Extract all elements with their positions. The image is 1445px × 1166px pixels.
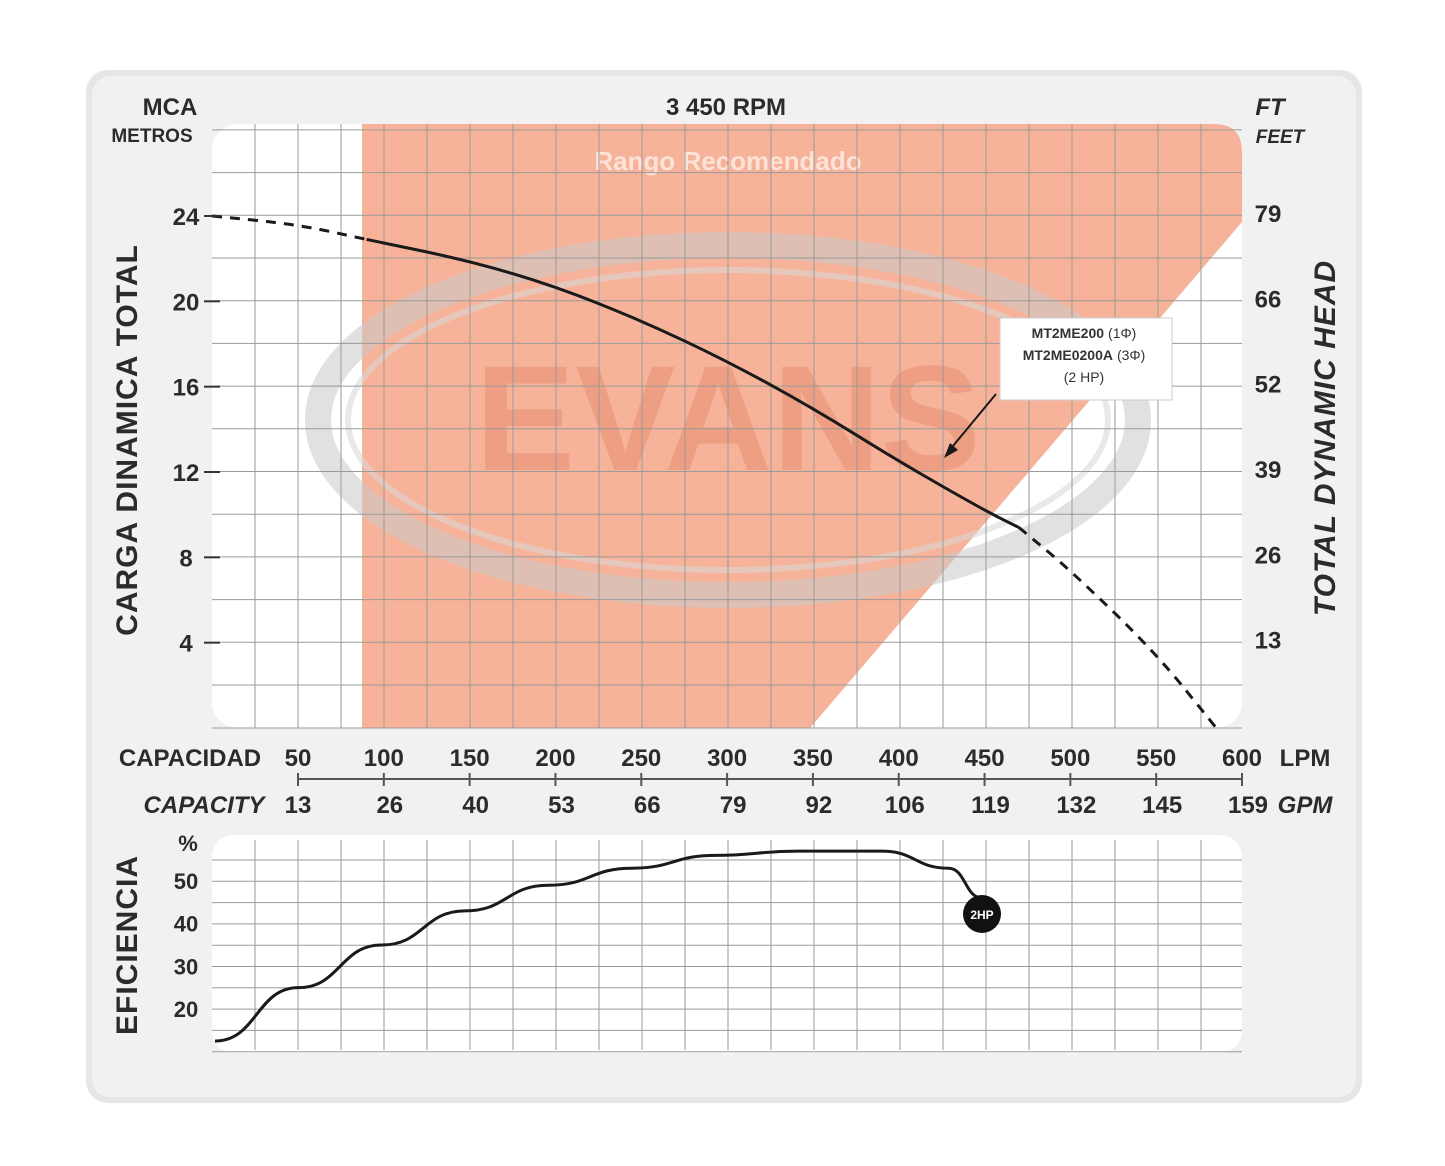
x-tick-gpm: 66 [634,792,661,819]
annotation-arrowhead [944,443,958,458]
efficiency-ticks: 20 30 40 50 [174,869,198,1022]
y-left-tick-label: 4 [179,631,193,658]
left-unit-sub: METROS [111,126,192,147]
y-right-tick-label: 79 [1255,201,1282,228]
capacity-label-es: CAPACIDAD [119,745,261,772]
head-curve-dashed-end [1017,526,1218,729]
x-tick-lpm: 200 [535,745,575,772]
y-left-tick-label: 12 [173,460,200,487]
y-right-tick-label: 39 [1255,457,1282,484]
annotation-arrow [947,393,997,453]
rpm-label: 3 450 RPM [666,94,786,121]
efficiency-curve-group [214,849,983,1043]
y-right-title: TOTAL DYNAMIC HEAD [1309,260,1342,616]
x-tick-gpm: 159 [1228,792,1268,819]
y-left-tick-label: 24 [173,204,200,231]
x-tick-lpm: 250 [621,745,661,772]
x-tick-lpm: 550 [1136,745,1176,772]
annotation-line1: MT2ME200 (1Φ) [1032,325,1137,341]
head-curve-dashed-start [212,214,367,241]
x-tick-lpm: 300 [707,745,747,772]
efficiency-grid [212,840,1242,1053]
x-tick-gpm: 26 [376,792,403,819]
eff-tick-label: 30 [174,954,198,979]
annotation-box [999,317,1173,401]
x-tick-lpm: 600 [1222,745,1262,772]
gpm-unit: GPM [1278,792,1334,819]
x-tick-gpm: 92 [806,792,833,819]
eff-tick-label: 50 [174,869,198,894]
eff-tick-label: 40 [174,912,198,937]
head-curve-solid [366,237,1021,529]
x-tick-gpm: 132 [1056,792,1096,819]
x-tick-lpm: 50 [285,745,312,772]
hp-badge [963,895,1001,933]
annotation-line3: (2 HP) [1064,369,1104,385]
y-right-tick-label: 66 [1255,286,1282,313]
y-left-tick-label: 20 [173,289,200,316]
x-tick-gpm: 145 [1142,792,1182,819]
lpm-unit: LPM [1280,745,1331,772]
eff-tick-label: 20 [174,997,198,1022]
y-right-tick-label: 52 [1255,372,1282,399]
efficiency-plot-area [212,835,1242,1053]
x-tick-lpm: 500 [1050,745,1090,772]
y-left-tick-label: 8 [179,545,192,572]
x-tick-gpm: 79 [720,792,747,819]
y-right-tick-label: 26 [1255,542,1282,569]
efficiency-title: EFICIENCIA [111,855,144,1035]
capacity-label-en: CAPACITY [144,792,267,819]
x-tick-gpm: 40 [462,792,489,819]
annotation-line2: MT2ME0200A (3Φ) [1023,347,1146,363]
efficiency-curve [214,849,983,1043]
x-tick-gpm: 13 [285,792,312,819]
left-unit: MCA [143,94,198,121]
x-ticks: 50 13 100 26 150 40 200 53 250 66 300 79 350 92 400 106… [285,745,1268,819]
right-unit: FT [1255,94,1287,121]
y-right-ticks: 13 26 39 52 66 79 [1255,201,1282,655]
x-tick-lpm: 450 [965,745,1005,772]
x-tick-gpm: 106 [885,792,925,819]
x-tick-lpm: 350 [793,745,833,772]
x-tick-gpm: 53 [548,792,575,819]
y-left-title: CARGA DINAMICA TOTAL [111,244,144,636]
x-tick-lpm: 100 [364,745,404,772]
x-tick-lpm: 400 [879,745,919,772]
y-right-tick-label: 13 [1255,628,1282,655]
hp-badge-label: 2HP [970,908,993,922]
head-curve-group [212,214,1218,729]
efficiency-unit: % [178,831,198,856]
right-unit-sub: FEET [1256,127,1306,148]
x-tick-gpm: 119 [971,792,1010,819]
y-left-tick-label: 16 [173,375,200,402]
y-left-ticks: 4 8 12 16 20 24 [173,204,220,658]
x-tick-lpm: 150 [450,745,490,772]
